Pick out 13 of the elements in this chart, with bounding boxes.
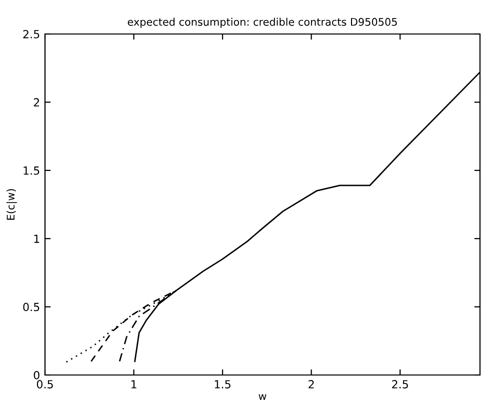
y-tick-label: 0 xyxy=(34,370,40,380)
y-tick-label: 2.5 xyxy=(23,30,40,38)
x-tick-label: 1 xyxy=(131,380,136,388)
y-tick-label: 1.5 xyxy=(24,166,40,175)
x-tick-label: 1.5 xyxy=(214,380,230,388)
y-tick-label: 2 xyxy=(34,98,40,106)
x-tick-label: 2.5 xyxy=(392,380,408,388)
y-tick-label: 1 xyxy=(34,234,40,243)
x-axis-title: w xyxy=(258,394,266,400)
y-axis-title: E(c|w) xyxy=(6,189,17,220)
x-tick-label: 2 xyxy=(308,380,314,388)
y-tick-label: 0.5 xyxy=(23,302,40,312)
chart-title: expected consumption: credible contracts D950505 xyxy=(128,18,397,28)
